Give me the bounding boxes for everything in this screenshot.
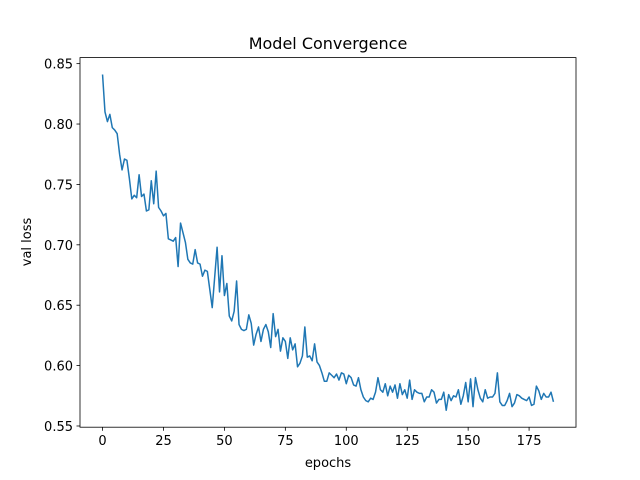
y-tick-label: 0.80: [44, 118, 73, 133]
x-tick-label: 0: [98, 434, 106, 449]
y-tick-label: 0.75: [44, 178, 73, 193]
y-tick-label: 0.55: [44, 420, 73, 435]
chart-title: Model Convergence: [249, 34, 408, 53]
x-tick-label: 25: [155, 434, 172, 449]
x-tick-label: 100: [334, 434, 359, 449]
y-tick-label: 0.60: [44, 360, 73, 375]
x-tick-label: 125: [395, 434, 420, 449]
x-tick-label: 150: [456, 434, 481, 449]
y-tick-label: 0.85: [44, 58, 73, 73]
plot-frame: [79, 57, 577, 428]
y-tick-label: 0.65: [44, 299, 73, 314]
y-axis-label: val loss: [20, 218, 35, 267]
data-line: [101, 74, 555, 412]
x-tick-label: 175: [517, 434, 542, 449]
x-tick-label: 50: [216, 434, 233, 449]
x-axis-label: epochs: [305, 456, 352, 471]
x-tick-label: 75: [277, 434, 294, 449]
y-tick-label: 0.70: [44, 239, 73, 254]
